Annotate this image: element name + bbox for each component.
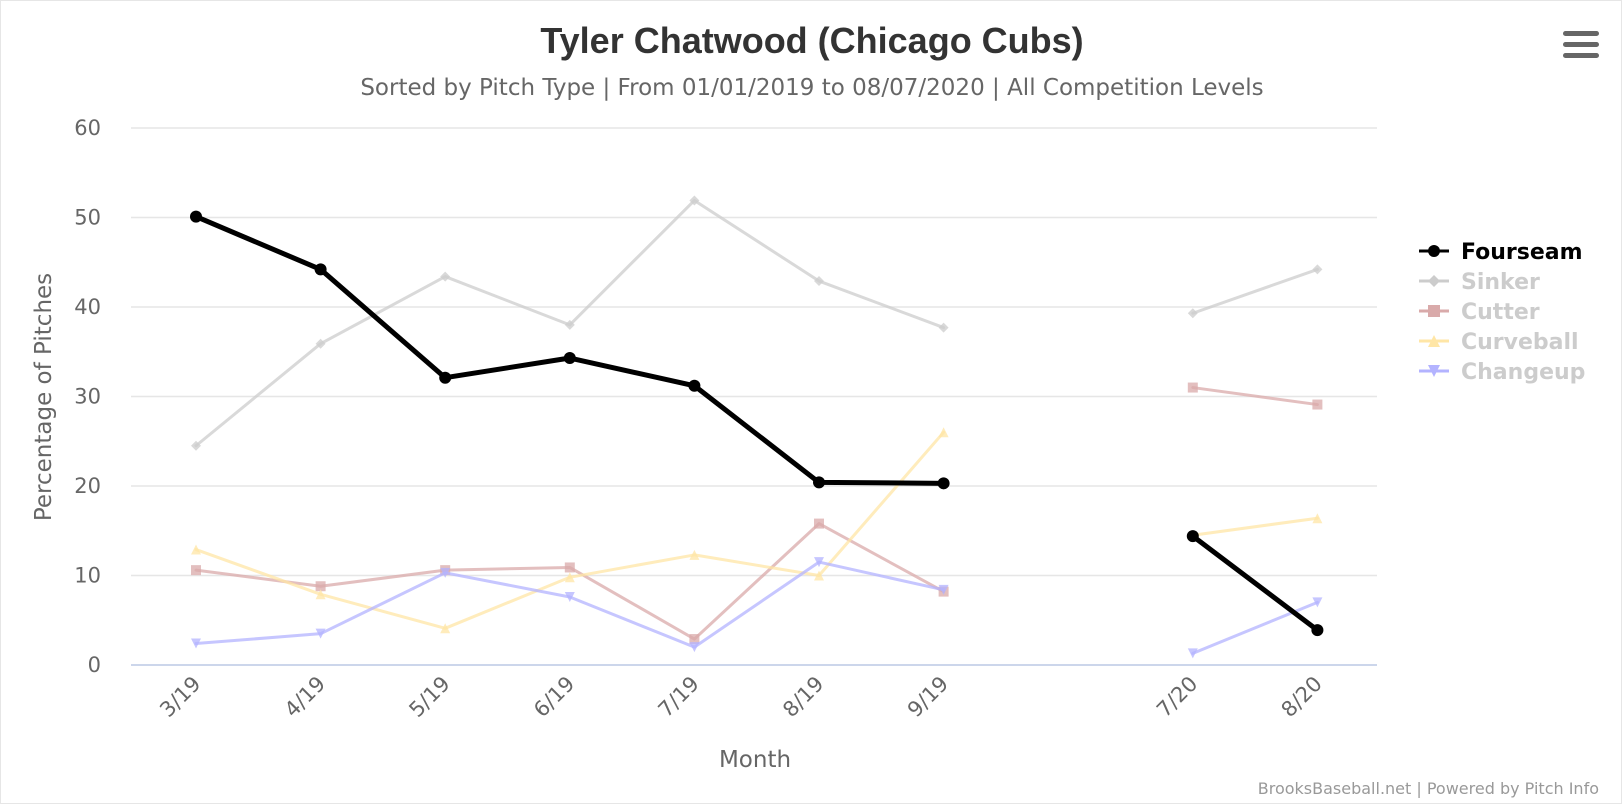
series-sinker[interactable]	[191, 195, 1323, 451]
series-line-cutter-2[interactable]	[1191, 386, 1319, 407]
point-curveball-9-19[interactable]	[938, 427, 949, 438]
y-tick-label: 30	[74, 385, 101, 409]
point-curveball-7-19[interactable]	[689, 549, 700, 560]
series-line-changeup-2[interactable]	[1191, 600, 1319, 655]
x-tick-label: 7/19	[654, 672, 704, 722]
point-cutter-6-19[interactable]	[564, 562, 575, 573]
hamburger-menu-icon[interactable]	[1563, 31, 1599, 63]
legend-item-fourseam[interactable]: Fourseam	[1419, 240, 1583, 265]
y-tick-label: 20	[74, 474, 101, 498]
point-curveball-3-19[interactable]	[191, 544, 201, 555]
point-changeup-8-20[interactable]	[1312, 597, 1323, 608]
series-line-fourseam-2[interactable]	[1190, 533, 1320, 633]
point-sinker-4-19[interactable]	[315, 338, 326, 349]
point-changeup-7-20[interactable]	[1187, 648, 1198, 659]
point-changeup-3-19[interactable]	[191, 638, 201, 649]
point-sinker-7-19[interactable]	[689, 195, 700, 206]
legend-label: Changeup	[1461, 360, 1585, 385]
x-tick-label: 8/19	[778, 672, 828, 722]
legend-label: Sinker	[1461, 270, 1540, 295]
point-sinker-8-20[interactable]	[1312, 264, 1323, 275]
x-tick-label: 5/19	[404, 672, 454, 722]
series-changeup[interactable]	[191, 557, 1323, 659]
y-tick-label: 40	[74, 295, 101, 319]
point-fourseam-8-20[interactable]	[1311, 624, 1324, 637]
x-tick-label: 4/19	[280, 672, 330, 722]
legend-marker[interactable]	[1428, 245, 1440, 257]
point-sinker-6-19[interactable]	[564, 319, 575, 330]
chart-title: Tyler Chatwood (Chicago Cubs)	[540, 20, 1083, 61]
point-cutter-7-19[interactable]	[689, 634, 700, 645]
y-tick-label: 50	[74, 206, 101, 230]
y-axis-ticks: 0 10 20 30 40 50 60	[74, 116, 101, 677]
point-cutter-4-19[interactable]	[315, 581, 326, 592]
point-cutter-8-20[interactable]	[1312, 399, 1323, 410]
y-tick-label: 0	[88, 653, 101, 677]
point-sinker-5-19[interactable]	[440, 271, 451, 282]
point-fourseam-3-19[interactable]	[190, 210, 202, 223]
series-curveball[interactable]	[191, 427, 1323, 634]
point-curveball-4-19[interactable]	[315, 589, 326, 600]
point-changeup-6-19[interactable]	[564, 591, 575, 602]
point-curveball-8-20[interactable]	[1312, 513, 1323, 524]
point-fourseam-8-19[interactable]	[813, 476, 825, 489]
series-fourseam[interactable]	[190, 210, 1324, 637]
x-tick-label: 8/20	[1277, 672, 1327, 722]
x-tick-label: 9/19	[903, 672, 953, 722]
series-line-fourseam-1[interactable]	[193, 214, 947, 486]
x-axis-title: Month	[719, 747, 791, 773]
chart-credit-link[interactable]: BrooksBaseball.net | Powered by Pitch In…	[1258, 779, 1599, 798]
legend-item-changeup[interactable]: Changeup	[1419, 360, 1585, 385]
x-axis-ticks: 3/19 4/19 5/19 6/19 7/19 8/19 9/19 7/20 8/20	[155, 672, 1327, 722]
point-changeup-7-19[interactable]	[689, 642, 700, 653]
legend-item-curveball[interactable]: Curveball	[1419, 330, 1579, 355]
point-fourseam-5-19[interactable]	[439, 371, 452, 384]
legend-marker[interactable]	[1428, 275, 1440, 287]
legend-label: Fourseam	[1461, 240, 1583, 265]
point-fourseam-6-19[interactable]	[563, 352, 576, 365]
point-curveball-6-19[interactable]	[564, 572, 575, 583]
legend-label: Curveball	[1461, 330, 1579, 355]
point-changeup-8-19[interactable]	[814, 557, 824, 568]
point-curveball-5-19[interactable]	[440, 623, 451, 634]
legend-item-cutter[interactable]: Cutter	[1419, 300, 1540, 325]
legend-label: Cutter	[1461, 300, 1540, 325]
series-line-sinker-2[interactable]	[1191, 267, 1319, 315]
y-tick-label: 60	[74, 116, 101, 140]
point-sinker-8-19[interactable]	[814, 276, 824, 287]
y-axis-title: Percentage of Pitches	[31, 273, 57, 521]
point-sinker-3-19[interactable]	[191, 440, 201, 451]
legend: Fourseam Sinker Cutter Curveball Changeup	[1419, 240, 1585, 385]
legend-marker[interactable]	[1428, 305, 1440, 317]
point-changeup-5-19[interactable]	[440, 567, 451, 578]
point-sinker-9-19[interactable]	[938, 322, 949, 333]
legend-item-sinker[interactable]: Sinker	[1419, 270, 1540, 295]
point-fourseam-9-19[interactable]	[937, 477, 950, 490]
series-line-curveball-2[interactable]	[1191, 516, 1319, 537]
x-tick-label: 3/19	[155, 672, 205, 722]
point-curveball-8-19[interactable]	[814, 570, 824, 581]
chart-subtitle: Sorted by Pitch Type | From 01/01/2019 t…	[360, 75, 1263, 101]
legend-marker[interactable]	[1428, 335, 1440, 347]
x-tick-label: 6/19	[529, 672, 579, 722]
point-fourseam-4-19[interactable]	[314, 263, 327, 276]
gridlines	[131, 127, 1377, 666]
point-changeup-4-19[interactable]	[315, 628, 326, 639]
series-layer	[190, 195, 1324, 659]
x-tick-label: 7/20	[1152, 672, 1202, 722]
point-cutter-8-19[interactable]	[814, 518, 824, 529]
point-fourseam-7-20[interactable]	[1186, 530, 1199, 543]
point-changeup-9-19[interactable]	[938, 584, 949, 595]
point-cutter-3-19[interactable]	[191, 565, 201, 576]
legend-marker[interactable]	[1428, 365, 1440, 377]
point-sinker-7-20[interactable]	[1187, 308, 1198, 319]
point-fourseam-7-19[interactable]	[688, 379, 701, 392]
point-cutter-7-20[interactable]	[1187, 382, 1198, 393]
y-tick-label: 10	[74, 564, 101, 588]
